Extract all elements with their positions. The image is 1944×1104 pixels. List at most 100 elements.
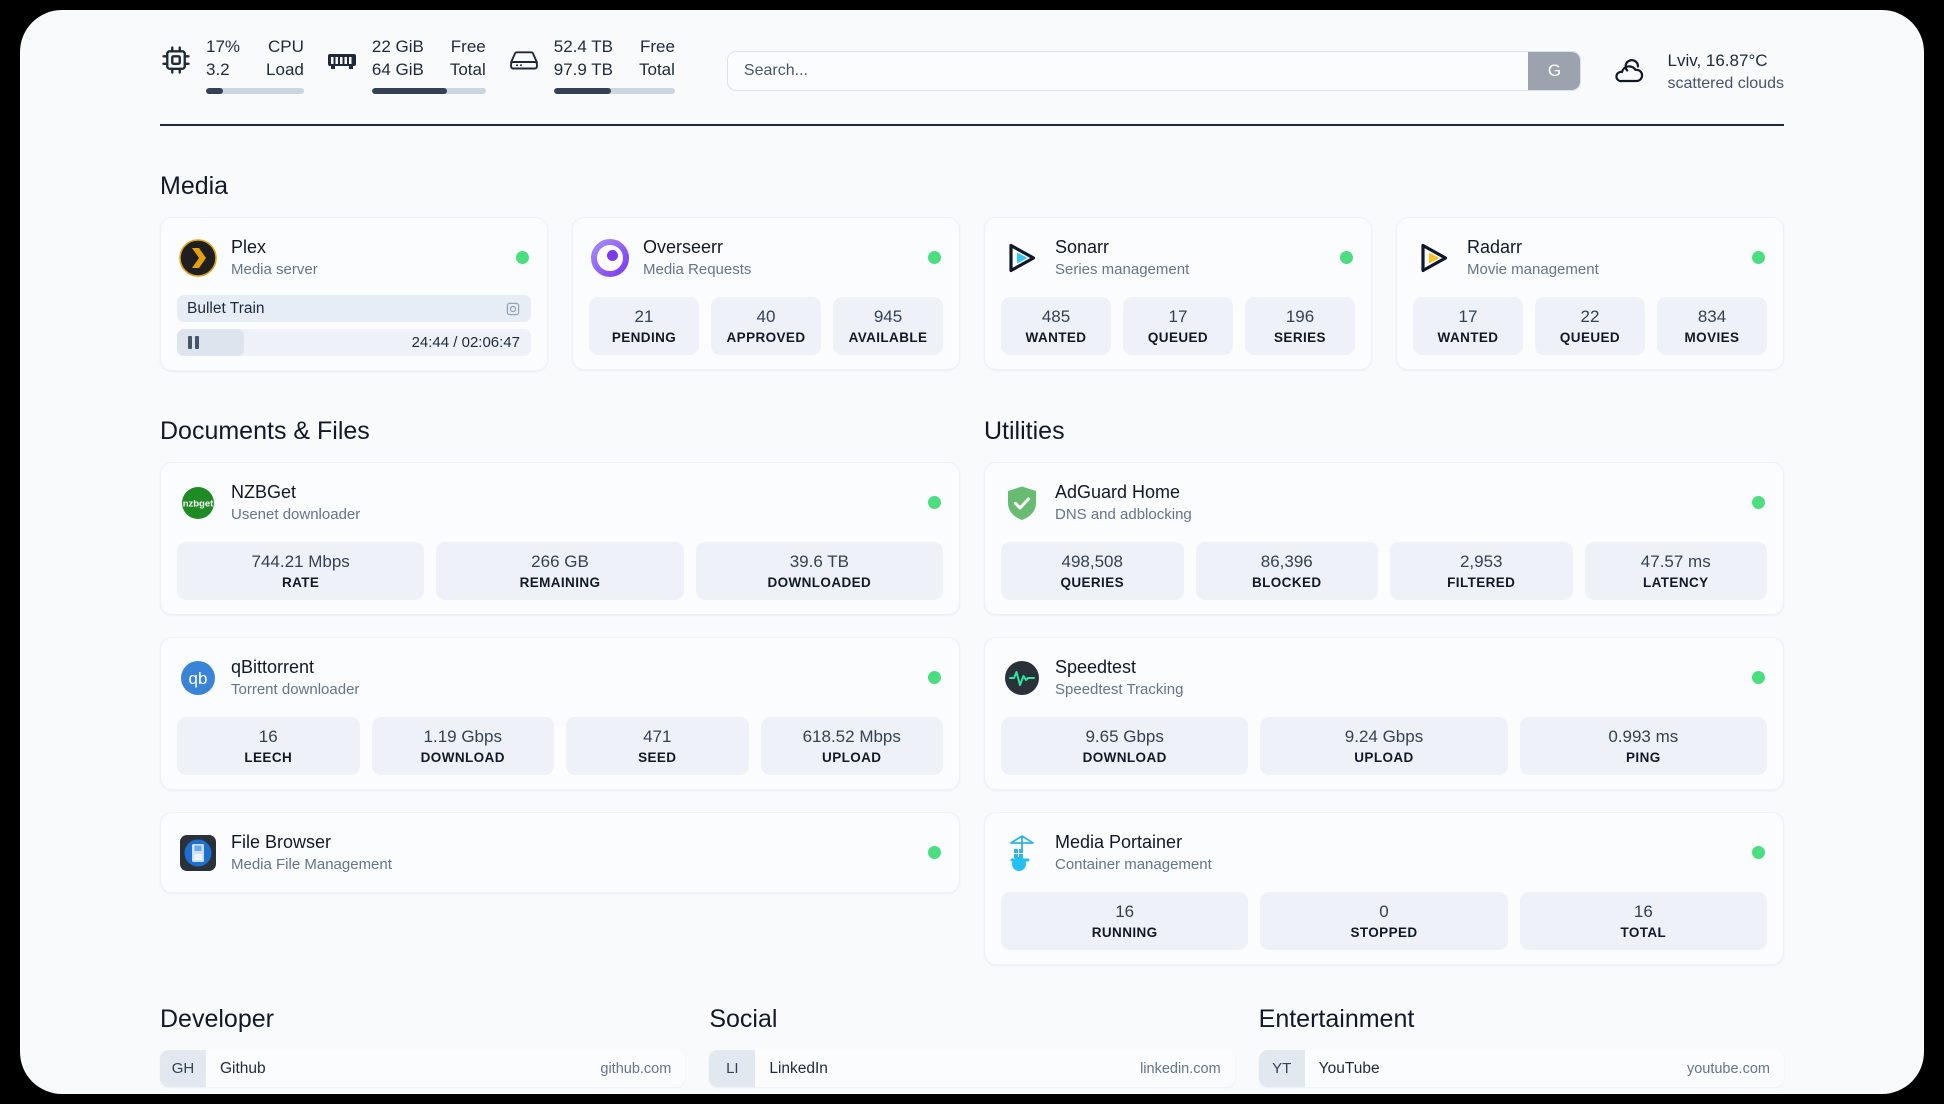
stat-download: 1.19 Gbps DOWNLOAD [371,717,554,776]
stat-value: 39.6 TB [789,552,849,571]
stats-row: 498,508 QUERIES 86,396 BLOCKED 2,953 FILTERED… [1001,542,1767,601]
status-indicator-dot [1752,496,1765,509]
stats-row: 17 WANTED 22 QUEUED 834 MOVIES [1413,297,1767,356]
documents-column: Documents & Files nzbget NZBGet Usenet dow… [160,371,960,894]
bookmark-group-social: SocialLILinkedInlinkedin.comTWTwittertwi… [709,1005,1235,1094]
stat-blocked: 86,396 BLOCKED [1195,542,1378,601]
card-header: AdGuard Home DNS and adblocking [1001,477,1767,528]
pause-icon[interactable] [188,336,199,349]
stat-value: 86,396 [1260,552,1313,571]
service-card-file-browser[interactable]: File Browser Media File Management [160,812,960,894]
service-description: Speedtest Tracking [1055,680,1184,698]
status-indicator-dot [928,671,941,685]
stat-total: 16 TOTAL [1519,892,1767,951]
stat-stopped: 0 STOPPED [1260,892,1508,951]
adguard-icon [1003,484,1041,522]
service-card-radarr[interactable]: Radarr Movie management 17 WANTED 22 QUEUED 83… [1396,217,1784,371]
bookmark-list: GHGithubgithub.comSOStackOverflowstackov… [160,1050,686,1094]
service-card-overseerr[interactable]: Overseerr Media Requests 21 PENDING 40 APPROV… [572,217,960,371]
service-card-media-portainer[interactable]: Media Portainer Container management 16 RUN… [984,812,1784,966]
stat-wanted: 17 WANTED [1413,297,1523,356]
weather-location-temp: Lviv, 16.87°C [1667,50,1768,70]
stat-value: 9.65 Gbps [1085,727,1164,747]
bookmark-group-title: Entertainment [1258,1005,1415,1034]
bookmark-name: Github [220,1059,266,1077]
service-name: Overseerr [643,237,724,257]
stat-label: UPLOAD [1354,750,1414,766]
stat-value: 196 [1285,307,1315,326]
service-card-plex[interactable]: Plex Media server Bullet Train 24:44 / 02:0… [160,217,548,371]
card-header: Radarr Movie management [1413,232,1767,283]
resource-value-primary: 52.4 TB [553,37,613,57]
stat-label: BLOCKED [1251,575,1322,591]
stat-pending: 21 PENDING [589,297,699,356]
bookmark-item[interactable]: YT YouTube youtube.com [1258,1050,1784,1088]
dashboard-content: Media Plex Media server Bullet Train 24:44 … [20,172,1924,1094]
service-card-adguard-home[interactable]: AdGuard Home DNS and adblocking 498,508 QUE… [984,462,1784,616]
card-header: Plex Media server [177,232,531,283]
card-header: nzbget NZBGet Usenet downloader [177,477,943,528]
now-playing-title: Bullet Train [187,299,265,317]
status-indicator-dot [928,496,941,509]
service-description: Series management [1055,260,1190,278]
stat-value: 17 [1458,307,1478,326]
stat-rate: 744.21 Mbps RATE [177,542,425,601]
resource-disk: 52.4 TB Free 97.9 TB Total [508,36,675,106]
cast-icon[interactable] [505,301,521,317]
stat-available: 945 AVAILABLE [833,297,943,356]
service-name: File Browser [231,832,332,853]
stat-value: 945 [873,307,903,326]
bookmark-url: linkedin.com [1140,1060,1221,1077]
stat-seed: 471 SEED [566,717,749,776]
stat-label: PING [1626,750,1661,766]
search-input[interactable] [727,52,1529,90]
search-bar[interactable]: G [726,51,1582,91]
stat-leech: 16 LEECH [177,717,360,776]
service-card-nzbget[interactable]: nzbget NZBGet Usenet downloader 744.21 Mbps… [160,462,960,616]
bookmark-group-developer: DeveloperGHGithubgithub.comSOStackOverfl… [160,1005,686,1094]
status-indicator-dot [928,846,941,860]
playback-progress-bar[interactable]: 24:44 / 02:06:47 [177,329,531,356]
stat-movies: 834 MOVIES [1657,297,1767,356]
stat-value: 618.52 Mbps [802,727,901,747]
card-header: qb qBittorrent Torrent downloader [177,652,943,703]
stat-label: REMAINING [519,575,601,591]
header-divider [160,124,1784,126]
service-card-qbittorrent[interactable]: qb qBittorrent Torrent downloader 16 LEECH 1.… [160,637,960,791]
bookmark-item[interactable]: GH Github github.com [160,1050,686,1088]
stat-label: QUERIES [1060,575,1125,591]
qbittorrent-icon: qb [179,659,217,697]
stat-label: UPLOAD [822,750,882,766]
stat-remaining: 266 GB REMAINING [436,542,684,601]
speedtest-icon [1003,659,1041,697]
stat-value: 0 [1379,902,1389,922]
stat-label: WANTED [1437,330,1499,346]
stat-value: 9.24 Gbps [1344,727,1424,747]
service-description: Media server [231,260,318,278]
stat-label: TOTAL [1620,925,1667,941]
stats-row: 16 RUNNING 0 STOPPED 16 TOTAL [1001,892,1767,951]
service-name: Sonarr [1055,237,1110,257]
media-card-grid: Plex Media server Bullet Train 24:44 / 02:0… [160,217,1784,371]
service-card-speedtest[interactable]: Speedtest Speedtest Tracking 9.65 Gbps DOWN… [984,637,1784,791]
media-player: Bullet Train 24:44 / 02:06:47 [177,295,531,356]
service-card-sonarr[interactable]: Sonarr Series management 485 WANTED 17 QUEUED… [984,217,1372,371]
stat-queued: 22 QUEUED [1535,297,1645,356]
memory-icon [326,44,358,76]
section-title-documents: Documents & Files [160,417,370,445]
stat-value: 744.21 Mbps [251,552,350,571]
resource-memory: 22 GiB Free 64 GiB Total [326,36,486,106]
search-engine-button[interactable]: G [1528,52,1581,90]
stat-label: LATENCY [1642,575,1709,591]
filebrowser-icon [179,834,217,872]
stat-ping: 0.993 ms PING [1519,717,1767,776]
portainer-icon [1003,834,1041,872]
bookmark-group-entertainment: EntertainmentYTYouTubeyoutube.comNFNetfl… [1258,1005,1784,1094]
stat-value: 485 [1041,307,1071,326]
service-description: Usenet downloader [231,505,361,523]
stat-value: 834 [1697,307,1727,326]
status-indicator-dot [1752,251,1765,264]
service-description: Torrent downloader [231,680,360,698]
bookmark-item[interactable]: LI LinkedIn linkedin.com [709,1050,1235,1088]
nzbget-icon: nzbget [179,484,217,522]
